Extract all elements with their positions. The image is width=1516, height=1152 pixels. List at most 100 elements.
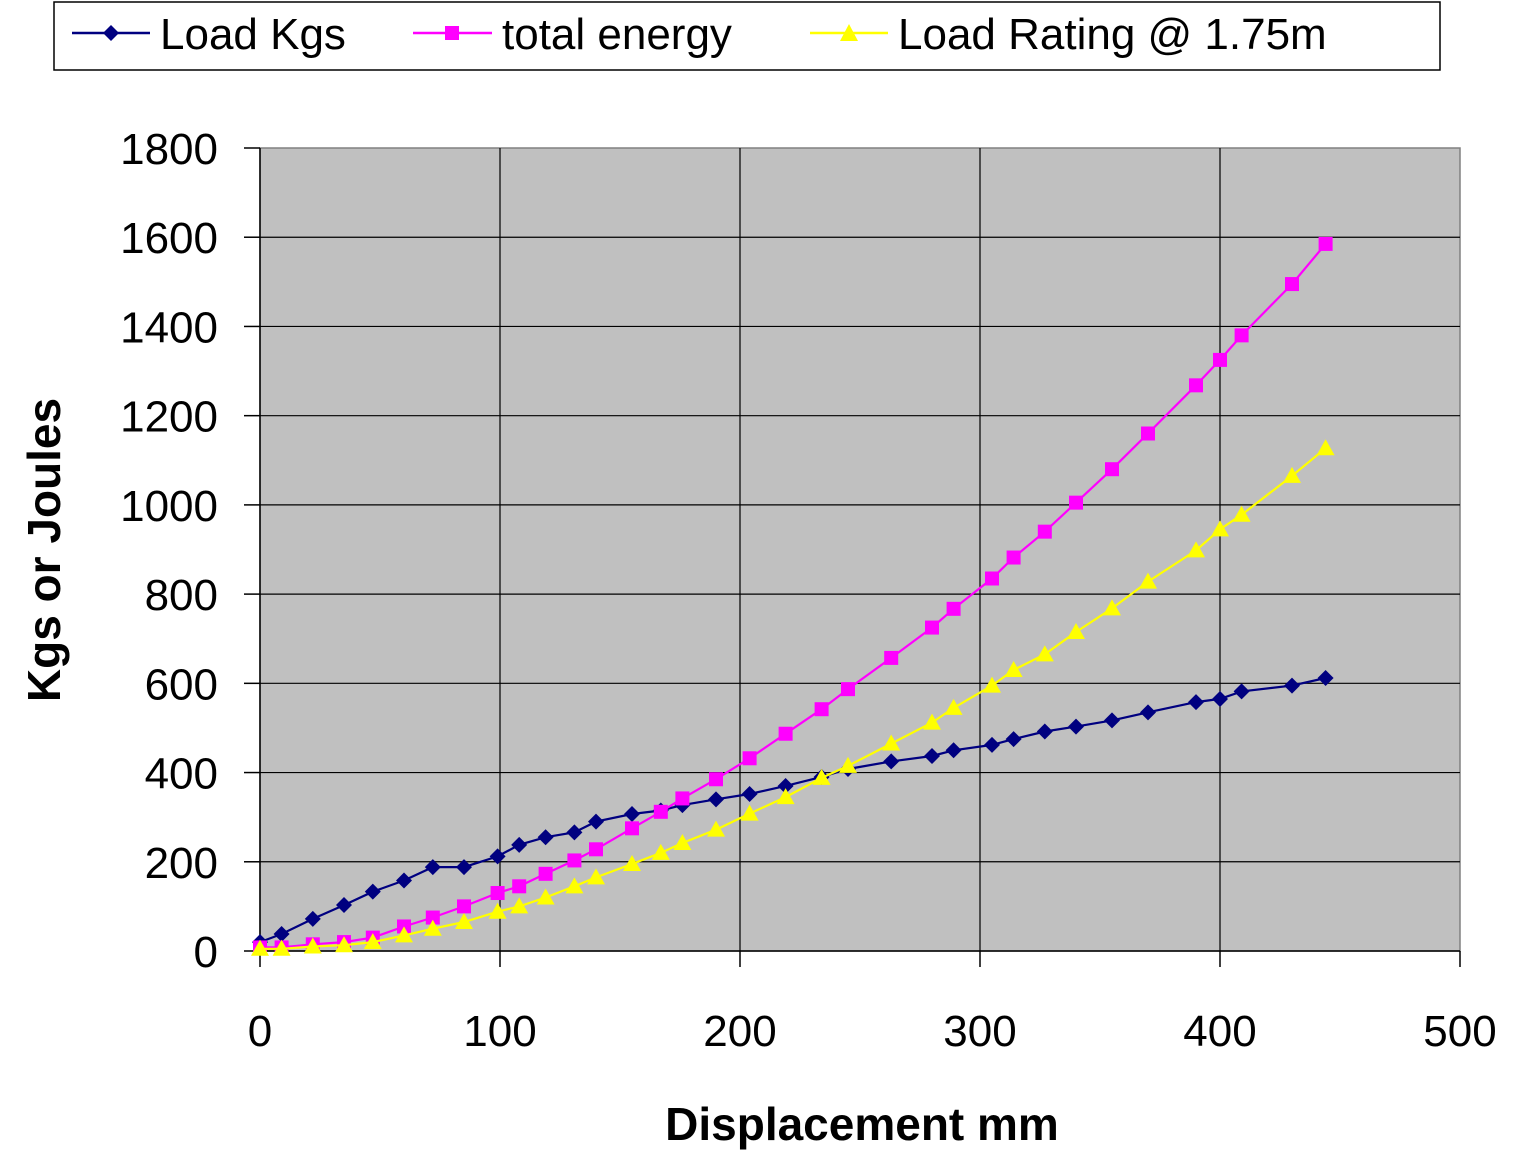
plot-area <box>259 147 1461 952</box>
data-point <box>538 866 553 881</box>
data-point <box>457 899 471 914</box>
data-point <box>1036 723 1053 740</box>
data-point <box>624 806 640 823</box>
data-point <box>777 777 794 794</box>
data-point <box>923 713 941 730</box>
data-point <box>489 848 506 865</box>
data-point <box>335 936 353 953</box>
data-point <box>1212 690 1228 707</box>
data-point <box>1211 520 1229 537</box>
data-point <box>1005 731 1022 748</box>
data-point <box>512 879 527 894</box>
series-2 <box>251 439 1335 956</box>
legend-entry-load-kgs: Load Kgs <box>72 10 346 59</box>
legend-label-load-kgs: Load Kgs <box>160 10 346 59</box>
data-point <box>882 734 901 751</box>
legend-label-total-energy: total energy <box>502 10 732 59</box>
data-point <box>251 939 269 956</box>
data-point <box>425 910 440 925</box>
x-tick-label: 200 <box>703 1007 776 1056</box>
data-point <box>814 702 829 717</box>
data-point <box>587 868 605 885</box>
legend-label-load-rating: Load Rating @ 1.75m <box>898 10 1327 59</box>
data-point <box>363 933 382 950</box>
y-tick-label: 800 <box>145 571 218 620</box>
y-tick-label: 200 <box>145 839 218 888</box>
legend-box <box>53 1 1441 71</box>
data-point <box>651 843 670 860</box>
data-point <box>1105 462 1119 477</box>
data-point <box>336 897 352 914</box>
data-point <box>1103 599 1121 616</box>
data-point <box>1037 524 1052 539</box>
x-tick-label: 400 <box>1183 1007 1256 1056</box>
legend-marker-total-energy <box>445 26 459 40</box>
data-point <box>1140 704 1156 721</box>
series <box>251 236 1335 956</box>
data-point <box>983 676 1001 693</box>
data-point <box>272 939 291 956</box>
data-point <box>424 859 441 876</box>
data-point <box>456 859 472 876</box>
data-point <box>778 726 793 741</box>
data-point <box>945 742 962 759</box>
data-point <box>925 620 939 635</box>
data-point <box>1233 683 1250 700</box>
tick-labels: 0 200 400 600 800 1000 1200 1400 1600 1800 0 100 200… <box>120 125 1497 1056</box>
x-axis-title: Displacement mm <box>665 1098 1059 1150</box>
data-point <box>1006 550 1021 565</box>
data-point <box>708 791 724 808</box>
data-point <box>1069 495 1083 510</box>
data-point <box>741 785 758 802</box>
y-tick-label: 1400 <box>120 303 218 352</box>
x-tick-label: 100 <box>463 1007 536 1056</box>
data-point <box>1067 623 1085 640</box>
data-point <box>589 842 603 857</box>
data-point <box>588 813 604 830</box>
data-point <box>567 853 582 868</box>
data-point <box>1004 660 1023 677</box>
data-point <box>841 682 855 697</box>
data-point <box>396 872 412 889</box>
data-point <box>273 926 290 943</box>
data-point <box>1188 694 1204 711</box>
data-point <box>304 910 321 927</box>
y-axis-title: Kgs or Joules <box>18 398 70 702</box>
data-point <box>510 897 529 914</box>
legend-marker-load-kgs <box>103 25 119 41</box>
data-point <box>1104 712 1120 729</box>
data-point <box>511 836 528 853</box>
data-point <box>566 824 583 841</box>
data-point <box>984 736 1000 753</box>
y-tick-label: 1200 <box>120 393 218 442</box>
data-point <box>1234 328 1249 343</box>
axes <box>244 147 1461 967</box>
data-point <box>537 829 554 846</box>
data-point <box>1068 718 1084 735</box>
data-point <box>303 937 322 954</box>
data-point <box>1283 466 1301 483</box>
data-point <box>395 926 413 943</box>
data-point <box>490 886 505 901</box>
data-point <box>673 834 692 851</box>
y-tick-label: 600 <box>145 660 218 709</box>
data-point <box>946 601 961 616</box>
legend-entry-load-rating: Load Rating @ 1.75m <box>810 10 1327 59</box>
y-tick-label: 1600 <box>120 214 218 263</box>
data-point <box>883 753 900 770</box>
data-point <box>1035 645 1054 662</box>
legend-marker-load-rating <box>840 24 858 41</box>
data-point <box>776 788 795 805</box>
data-point <box>565 877 584 894</box>
data-point <box>1139 572 1157 589</box>
data-point <box>740 804 759 821</box>
y-tick-label: 400 <box>145 750 218 799</box>
data-point <box>1285 277 1299 292</box>
data-point <box>1213 352 1227 367</box>
x-tick-label: 0 <box>248 1007 272 1056</box>
data-point <box>1232 505 1251 522</box>
data-point <box>675 791 690 806</box>
y-tick-label: 1800 <box>120 125 218 174</box>
data-point <box>625 821 639 836</box>
